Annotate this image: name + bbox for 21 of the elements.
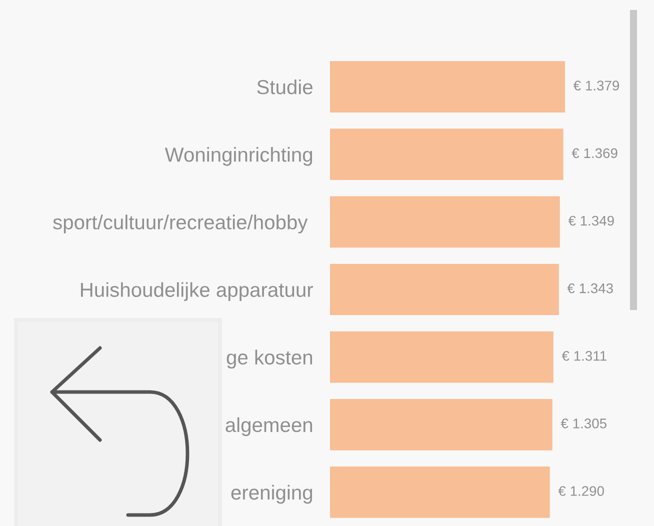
y-tick-label: Studie bbox=[257, 79, 312, 94]
data-label: € 1.311 bbox=[562, 350, 606, 361]
bar bbox=[330, 331, 554, 383]
y-tick-label: ge kosten bbox=[226, 350, 312, 369]
y-tick-label: Woninginrichting bbox=[164, 147, 312, 166]
y-tick-label: sport/cultuur/recreatie/hobby bbox=[53, 214, 308, 234]
y-tick-label: Huishoudelijke apparatuur bbox=[81, 282, 314, 301]
data-label: € 1.379 bbox=[573, 80, 620, 91]
bar bbox=[330, 128, 564, 180]
data-label: € 1.305 bbox=[560, 418, 606, 428]
data-label: € 1.369 bbox=[572, 148, 618, 158]
y-tick-label: algemeen bbox=[226, 417, 312, 436]
y-tick-label: ereniging bbox=[231, 484, 312, 504]
data-label: € 1.290 bbox=[558, 486, 604, 496]
bar bbox=[330, 196, 560, 248]
bar bbox=[330, 398, 552, 450]
data-label: € 1.343 bbox=[567, 283, 613, 294]
bar bbox=[330, 61, 565, 112]
bar bbox=[330, 264, 559, 316]
bar bbox=[330, 466, 550, 518]
data-label: € 1.349 bbox=[568, 216, 614, 226]
